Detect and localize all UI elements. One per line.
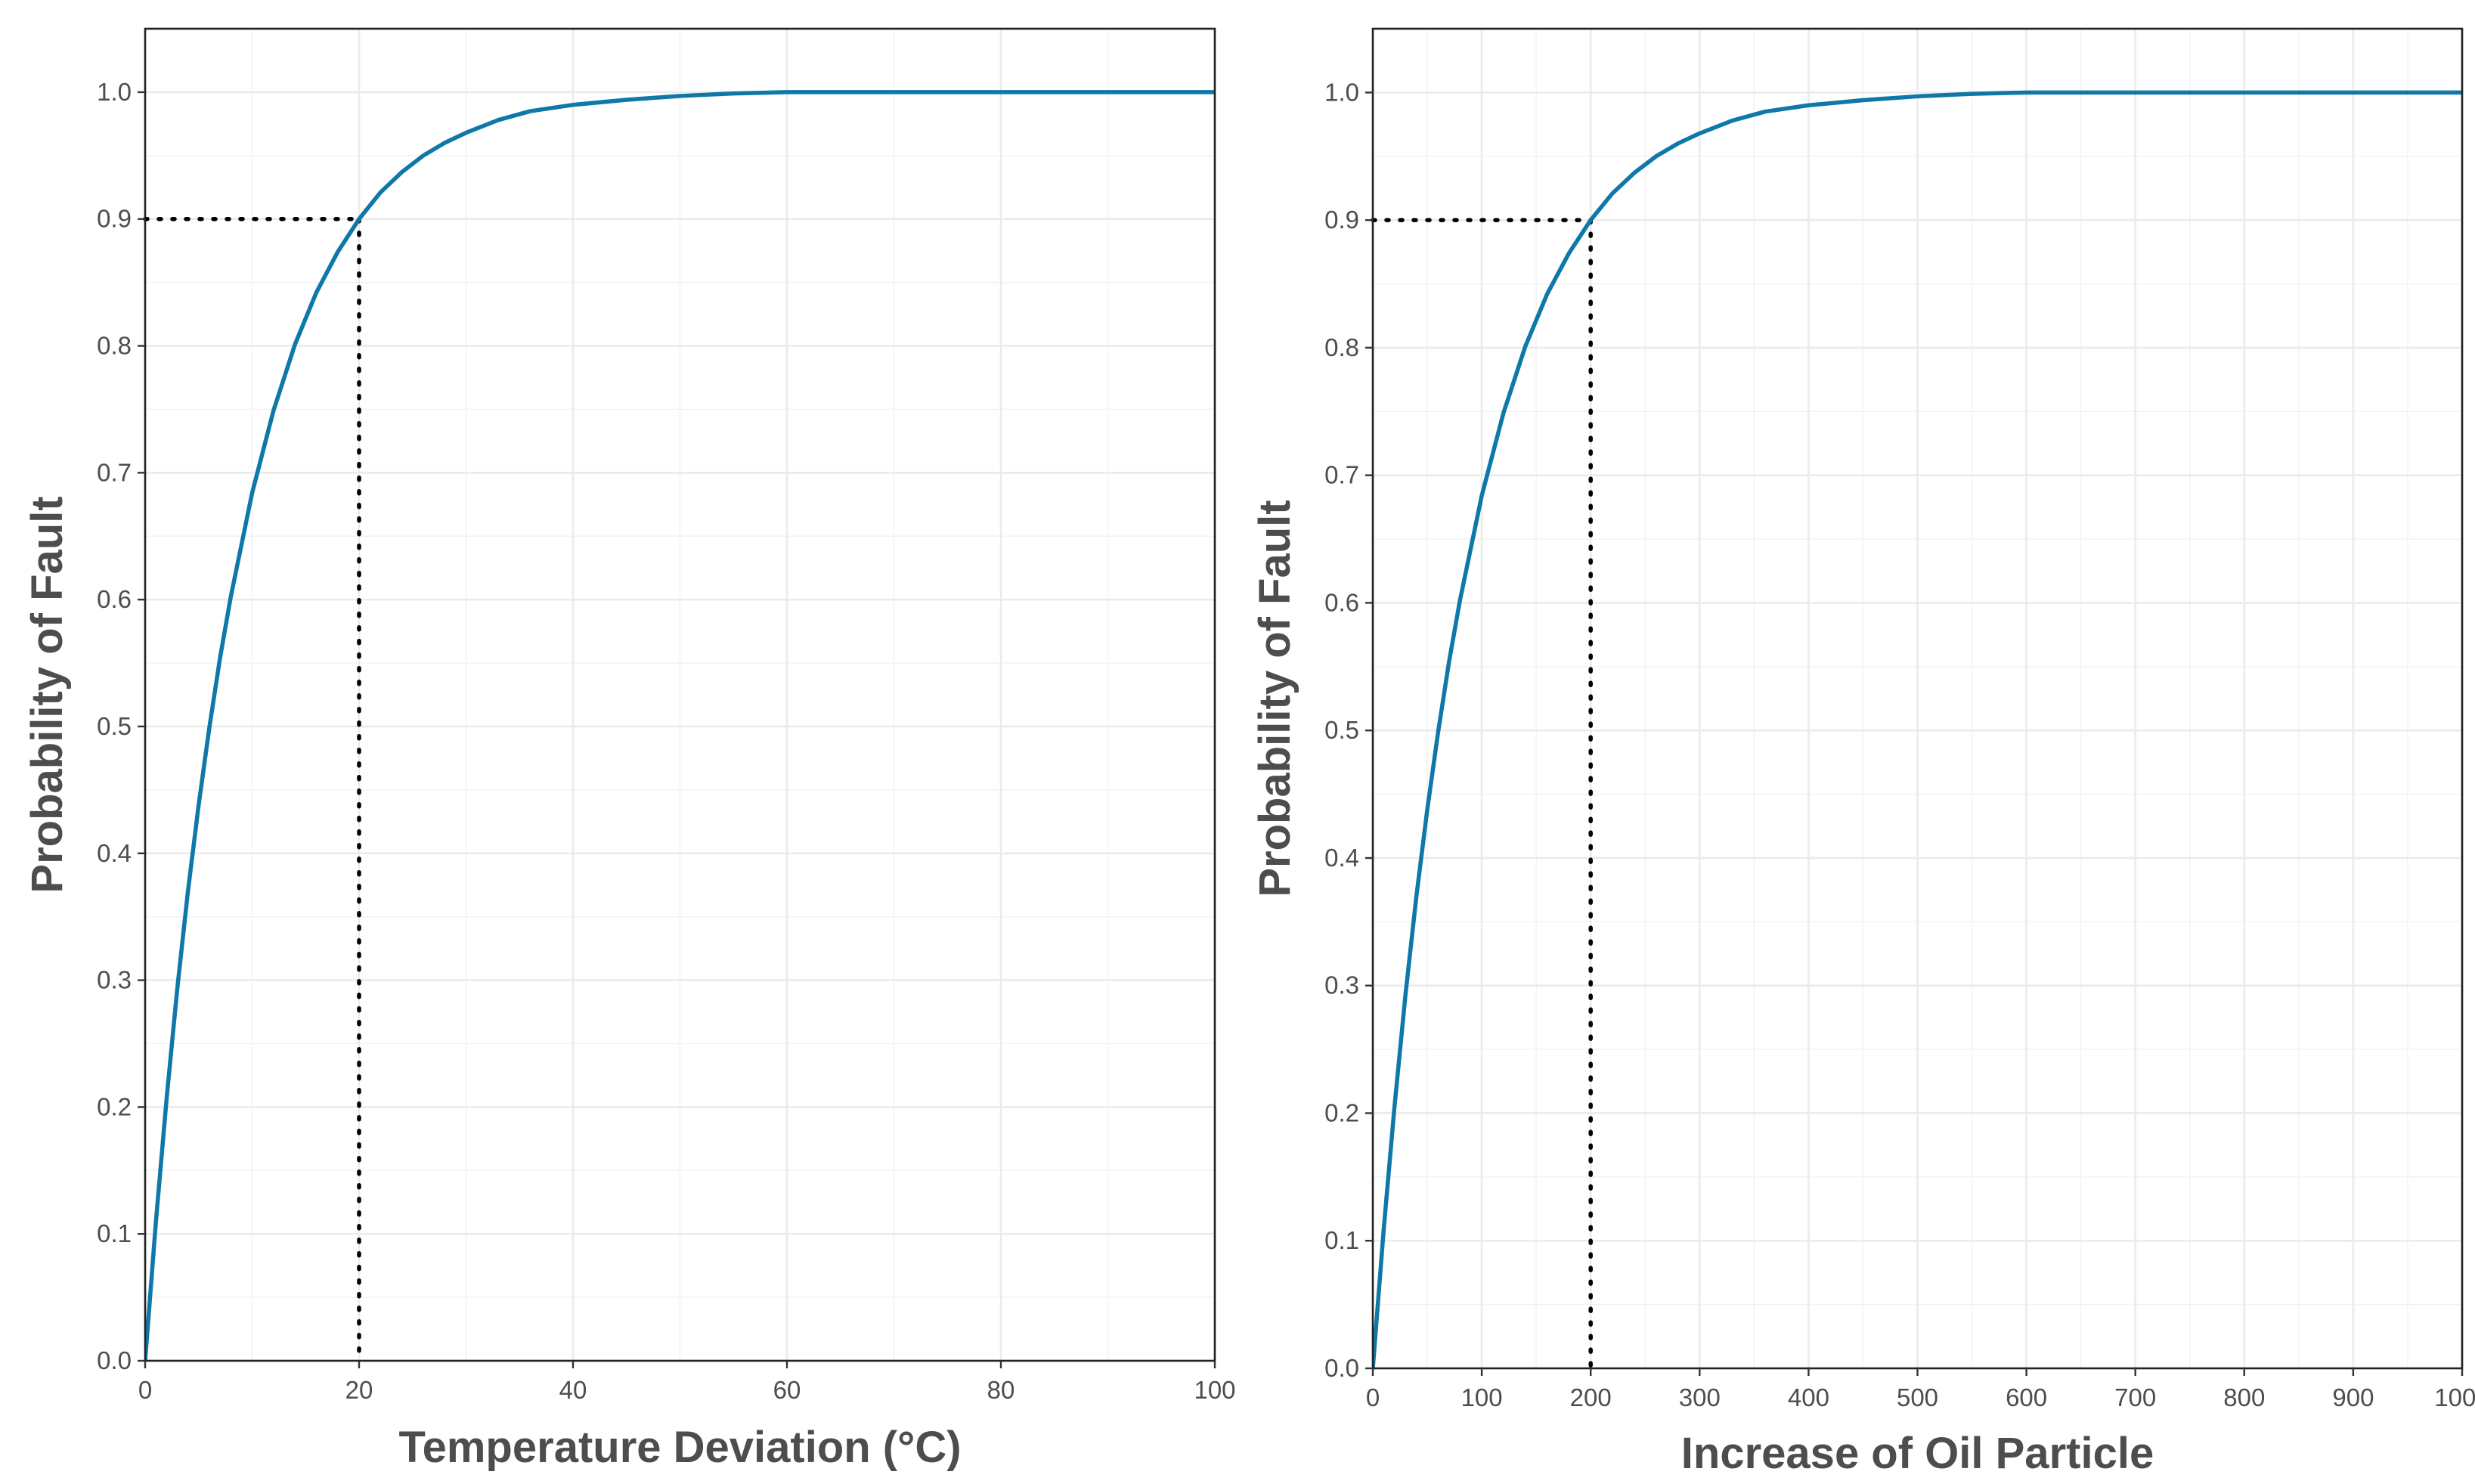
y-tick-label: 0.9 (1324, 206, 1359, 234)
y-tick-label: 0.0 (1324, 1354, 1359, 1382)
y-tick-label: 0.2 (97, 1092, 132, 1120)
x-tick-label: 800 (2223, 1383, 2265, 1411)
y-tick-label: 1.0 (1324, 78, 1359, 106)
cdf-series-line (145, 90, 1215, 1361)
x-tick-label: 200 (1570, 1383, 1612, 1411)
y-tick-label: 0.5 (1324, 716, 1359, 744)
y-axis-title: Probability of Fault (1250, 500, 1299, 897)
y-tick-label: 0.6 (97, 585, 132, 613)
y-tick-label: 0.8 (97, 332, 132, 360)
panel-border (144, 27, 1216, 1362)
x-tick-label: 300 (1679, 1383, 1721, 1411)
y-tick-label: 0.2 (1324, 1098, 1359, 1126)
x-tick-label: 0 (138, 1376, 152, 1404)
x-axis-title: Temperature Deviation (°C) (398, 1423, 961, 1472)
y-tick-label: 0.4 (97, 839, 132, 867)
x-tick-label: 100 (1461, 1383, 1503, 1411)
x-tick-label: 0 (1366, 1383, 1380, 1411)
y-tick-label: 0.3 (1324, 971, 1359, 999)
y-tick-label: 0.3 (97, 966, 132, 994)
x-tick-label: 400 (1788, 1383, 1829, 1411)
x-tick-label: 500 (1897, 1383, 1938, 1411)
x-tick-label: 700 (2114, 1383, 2156, 1411)
x-tick-label: 40 (559, 1376, 587, 1404)
y-tick-label: 0.9 (97, 205, 132, 233)
x-tick-label: 600 (2006, 1383, 2047, 1411)
y-tick-label: 0.5 (97, 712, 132, 740)
cdf-series-line (1373, 90, 2462, 1368)
x-tick-label: 100 (1194, 1376, 1235, 1404)
y-tick-label: 0.4 (1324, 844, 1359, 872)
y-tick-label: 0.1 (97, 1219, 132, 1247)
y-tick-label: 0.0 (97, 1346, 132, 1374)
y-tick-label: 0.8 (1324, 333, 1359, 361)
x-tick-label: 900 (2332, 1383, 2374, 1411)
x-tick-label: 60 (773, 1376, 801, 1404)
x-tick-label: 20 (345, 1376, 373, 1404)
y-tick-label: 0.1 (1324, 1226, 1359, 1254)
y-tick-label: 0.7 (97, 458, 132, 486)
y-tick-label: 0.7 (1324, 461, 1359, 489)
x-axis-title: Increase of Oil Particle (1681, 1429, 2154, 1478)
y-axis-title: Probability of Fault (23, 496, 72, 893)
y-tick-label: 0.6 (1324, 588, 1359, 616)
oil-particle-chart-panel: 0.0 0.1 0.2 0.3 0.4 0.5 0.6 0.7 0.8 0.9 1.0 0 100 200… (1250, 27, 2475, 1478)
x-tick-label: 80 (987, 1376, 1015, 1404)
x-tick-label: 1000 (2434, 1383, 2475, 1411)
temperature-chart-panel: 0.0 0.1 0.2 0.3 0.4 0.5 0.6 0.7 0.8 0.9 1.0 0 20 40 60… (23, 27, 1236, 1472)
y-tick-label: 1.0 (97, 78, 132, 106)
